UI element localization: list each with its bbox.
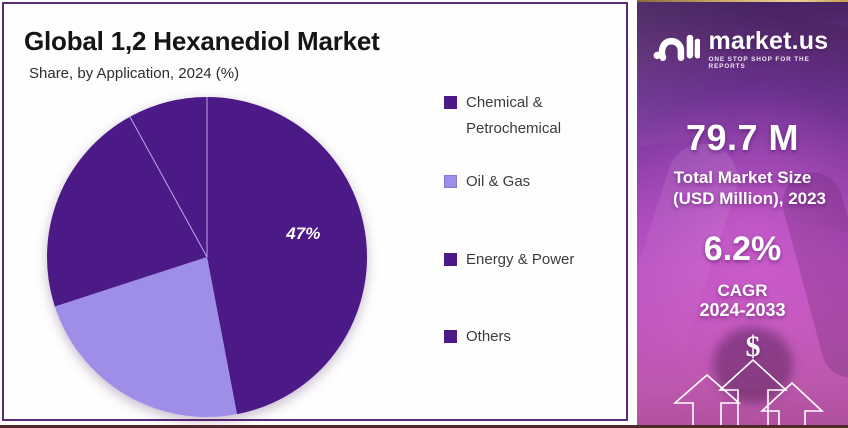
total-market-size-label-2: (USD Million), 2023: [672, 189, 827, 208]
legend-swatch-icon: [444, 96, 457, 109]
dollar-icon: $: [745, 330, 761, 363]
pie-chart-container: 47%: [42, 92, 372, 422]
pie-slice-2: [46, 116, 207, 307]
pie-slice-0: [207, 97, 367, 415]
chart-legend: Chemical & Petrochemical Oil & Gas Energ…: [444, 90, 616, 390]
chart-card: Global 1,2 Hexanediol Market Share, by A…: [2, 2, 628, 421]
legend-item-energy-power: Energy & Power: [444, 247, 574, 273]
legend-swatch-icon: [444, 175, 457, 188]
total-market-size-label-1: Total Market Size: [673, 168, 812, 187]
pie-divider-line: [129, 116, 208, 258]
brand-name: market.us: [708, 27, 829, 55]
legend-item-others: Others: [444, 324, 511, 350]
bottom-accent-strip: [0, 425, 848, 428]
legend-label: Oil & Gas: [466, 173, 531, 190]
legend-label: Chemical & Petrochemical: [466, 94, 562, 137]
growth-arrows-icon: [672, 358, 825, 426]
legend-swatch-icon: [444, 253, 457, 266]
market-us-logo-icon: [653, 34, 701, 61]
cagr-value: 6.2%: [703, 230, 782, 268]
pie-slice-3: [129, 97, 207, 257]
total-market-size-value: 79.7 M: [685, 117, 800, 158]
pie-value-label: 47%: [285, 224, 320, 243]
chart-subtitle: Share, by Application, 2024 (%): [29, 65, 240, 82]
market-us-logo: market.us ONE STOP SHOP FOR THE REPORTS: [653, 28, 848, 70]
chart-title: Global 1,2 Hexanediol Market: [24, 26, 380, 56]
legend-item-chemical-petrochemical: Chemical & Petrochemical: [444, 90, 616, 142]
legend-label: Others: [466, 328, 512, 345]
legend-item-oil-gas: Oil & Gas: [444, 169, 530, 195]
brand-text-block: market.us ONE STOP SHOP FOR THE REPORTS: [708, 28, 848, 70]
legend-label: Energy & Power: [466, 251, 575, 268]
pie-slice-1: [54, 257, 237, 417]
cagr-label-2: 2024-2033: [699, 300, 786, 320]
brand-tagline: ONE STOP SHOP FOR THE REPORTS: [708, 56, 810, 70]
gold-accent-line: [637, 0, 848, 2]
pie-chart: 47%: [46, 97, 367, 417]
promo-panel: market.us ONE STOP SHOP FOR THE REPORTS …: [637, 0, 848, 428]
cagr-label-1: CAGR: [717, 281, 768, 300]
legend-swatch-icon: [444, 330, 457, 343]
